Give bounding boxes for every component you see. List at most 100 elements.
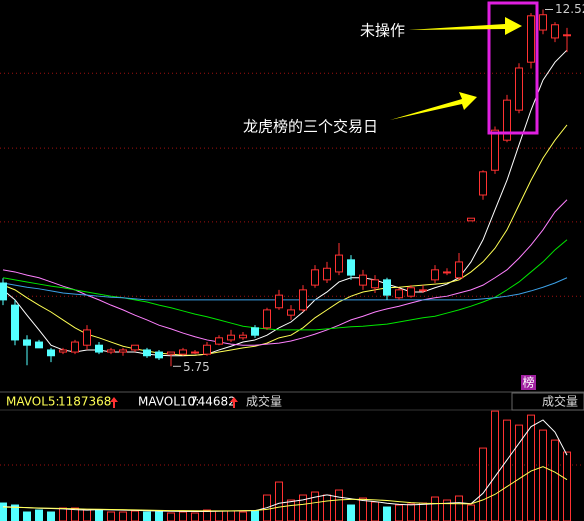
ma-line	[2, 199, 568, 346]
candle-body	[287, 309, 295, 316]
volume-bar	[515, 424, 523, 521]
candle-body	[467, 217, 475, 222]
volume-bar	[467, 504, 475, 521]
volume-bar	[215, 510, 223, 521]
ma-line	[2, 239, 568, 331]
candle-body	[0, 282, 7, 301]
candle-body	[167, 351, 175, 355]
candle-body	[359, 274, 367, 286]
volume-bar	[347, 504, 355, 521]
volume-bar	[143, 511, 151, 521]
volume-bar	[0, 502, 7, 521]
volume-bar	[371, 501, 379, 521]
candle-body	[407, 287, 415, 297]
volume-bar	[503, 419, 511, 521]
volume-bar	[299, 494, 307, 521]
volume-bar	[71, 507, 79, 521]
candle-body	[131, 344, 139, 351]
volume-tab-label[interactable]: 成交量	[542, 394, 578, 409]
candle-body	[479, 171, 487, 196]
candle-body	[155, 351, 163, 359]
candle-body	[515, 67, 523, 111]
candle-body	[323, 267, 331, 281]
volume-bar	[527, 414, 535, 521]
badge-label[interactable]: 榜	[522, 375, 534, 390]
volume-bar	[155, 511, 163, 521]
volume-bar	[107, 511, 115, 521]
ma-line	[2, 277, 568, 301]
candle-body	[203, 344, 211, 355]
candle-body	[371, 279, 379, 289]
volume-bar	[119, 511, 127, 521]
volume-bar	[419, 502, 427, 521]
candle-body	[83, 329, 91, 346]
candle-body	[95, 344, 103, 353]
volume-bar	[239, 511, 247, 521]
candle-body	[71, 341, 79, 353]
candle-body	[491, 129, 499, 171]
arrow	[408, 17, 522, 35]
candle-body	[23, 339, 31, 346]
candle-body	[299, 289, 307, 311]
candle-body	[107, 349, 115, 353]
volume-bar	[323, 494, 331, 521]
up-arrow	[110, 397, 118, 408]
candle-body	[263, 309, 271, 329]
volume-bar	[179, 511, 187, 521]
candle-body	[563, 34, 571, 37]
volume-bar	[491, 410, 499, 521]
volume-bar	[131, 510, 139, 521]
candle-body	[347, 259, 355, 276]
volume-bar	[455, 495, 463, 521]
candle-body	[311, 269, 319, 286]
candle-body	[443, 271, 451, 274]
volume-bar	[395, 504, 403, 521]
high-label: 12.52	[555, 2, 584, 16]
volume-tab[interactable]	[511, 392, 584, 411]
up-arrow	[230, 397, 238, 408]
volume-bar	[35, 509, 43, 521]
candle-body	[143, 349, 151, 357]
candle-body	[539, 14, 547, 31]
candle-body	[335, 254, 343, 273]
volume-bar	[359, 497, 367, 521]
candle-body	[59, 349, 67, 353]
ma-line	[2, 49, 568, 357]
candle-body	[251, 327, 259, 336]
volume-ma-line	[2, 466, 568, 512]
candle-body	[383, 279, 391, 296]
candle-body	[35, 341, 43, 349]
volume-bar	[563, 451, 571, 521]
volume-bar	[251, 510, 259, 521]
volume-bar	[551, 439, 559, 521]
volume-bar	[335, 489, 343, 521]
volume-bar	[191, 512, 199, 521]
candle-body	[551, 24, 559, 39]
legend-name: MAVOL5:	[6, 395, 60, 409]
annotation: 龙虎榜的三个交易日	[243, 118, 378, 136]
volume-bar	[275, 481, 283, 521]
legend-value: 1187368	[58, 395, 111, 409]
candle-body	[227, 334, 235, 341]
volume	[0, 410, 571, 521]
candle-body	[431, 269, 439, 281]
candle-body	[455, 261, 463, 279]
candle-body	[119, 349, 127, 353]
volume-bar	[287, 499, 295, 521]
annotation: 未操作	[360, 22, 405, 40]
grid	[0, 72, 584, 466]
volume-bar	[431, 496, 439, 521]
volume-bar	[59, 507, 67, 521]
candle-body	[11, 304, 19, 341]
candle-body	[275, 294, 283, 309]
candle-body	[215, 337, 223, 345]
volume-bar	[23, 511, 31, 521]
badge[interactable]	[521, 375, 536, 390]
legend-value: 744682	[190, 395, 236, 409]
candle-body	[527, 15, 535, 63]
candle-body	[239, 334, 247, 339]
volume-bar	[539, 429, 547, 521]
candle-body	[419, 289, 427, 292]
